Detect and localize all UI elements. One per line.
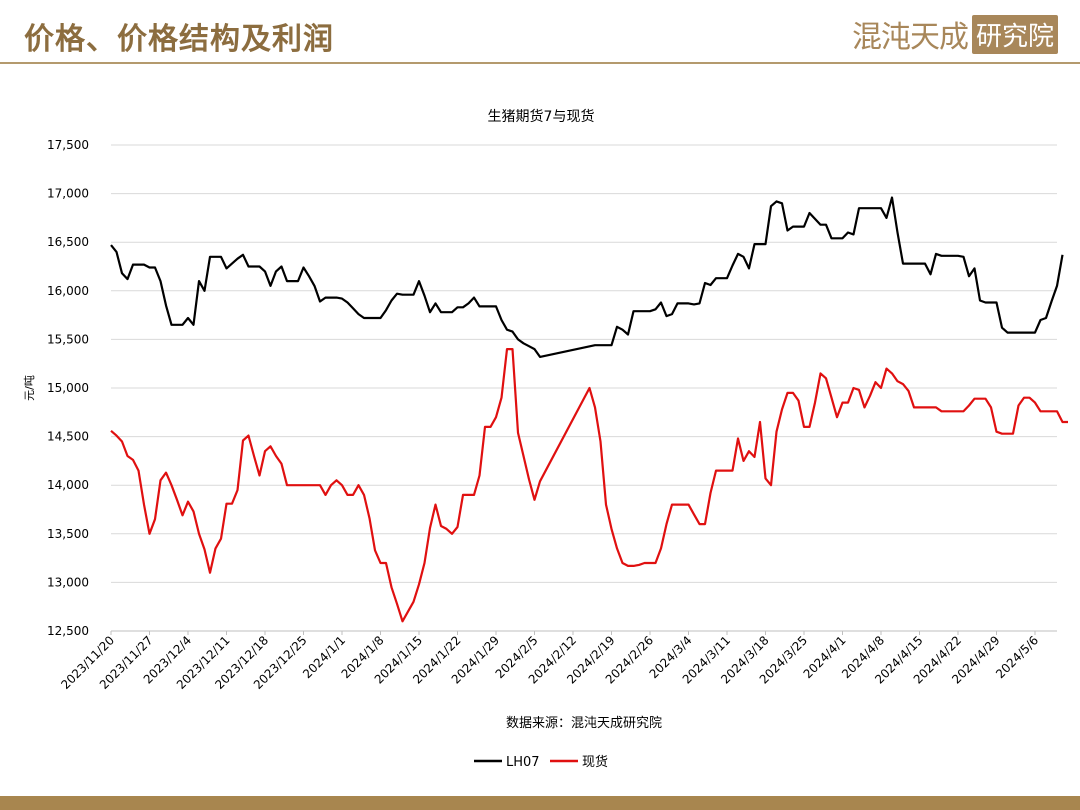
y-tick-label: 15,500 xyxy=(47,332,89,346)
chart-title: 生猪期货7与现货 xyxy=(488,108,595,125)
x-axis: 2023/11/202023/11/272023/12/42023/12/112… xyxy=(58,630,1057,692)
x-tick-label: 2024/5/6 xyxy=(993,633,1041,681)
legend: LH07 现货 xyxy=(474,754,608,770)
y-axis: 12,500 13,000 13,500 14,000 14,500 15,000 15,5… xyxy=(47,138,89,638)
page-title: 价格、价格结构及利润 xyxy=(24,22,334,57)
y-tick-label: 13,000 xyxy=(47,575,89,589)
logo-text: 混沌天成 xyxy=(851,20,969,55)
y-tick-label: 17,500 xyxy=(47,138,89,152)
legend-label: 现货 xyxy=(582,754,608,770)
header-divider xyxy=(0,62,1080,64)
series-line xyxy=(110,348,1068,623)
legend-label: LH07 xyxy=(506,755,540,770)
y-tick-label: 14,500 xyxy=(47,430,89,444)
y-tick-label: 16,500 xyxy=(47,235,89,249)
series-line xyxy=(110,196,1064,358)
y-tick-label: 13,500 xyxy=(47,527,89,541)
source-note: 数据来源：混沌天成研究院 xyxy=(506,716,662,731)
footer-bar xyxy=(0,796,1080,810)
series-lines xyxy=(110,196,1068,623)
y-tick-label: 14,000 xyxy=(47,478,89,492)
brand-logo: 混沌天成 研究院 xyxy=(851,14,1058,55)
logo-box-text: 研究院 xyxy=(971,14,1058,54)
y-tick-label: 17,000 xyxy=(47,187,89,201)
y-axis-label: 元/吨 xyxy=(23,375,36,401)
grid-lines xyxy=(111,144,1057,632)
y-tick-label: 16,000 xyxy=(47,284,89,298)
y-tick-label: 15,000 xyxy=(47,381,89,395)
y-tick-label: 12,500 xyxy=(47,624,89,638)
